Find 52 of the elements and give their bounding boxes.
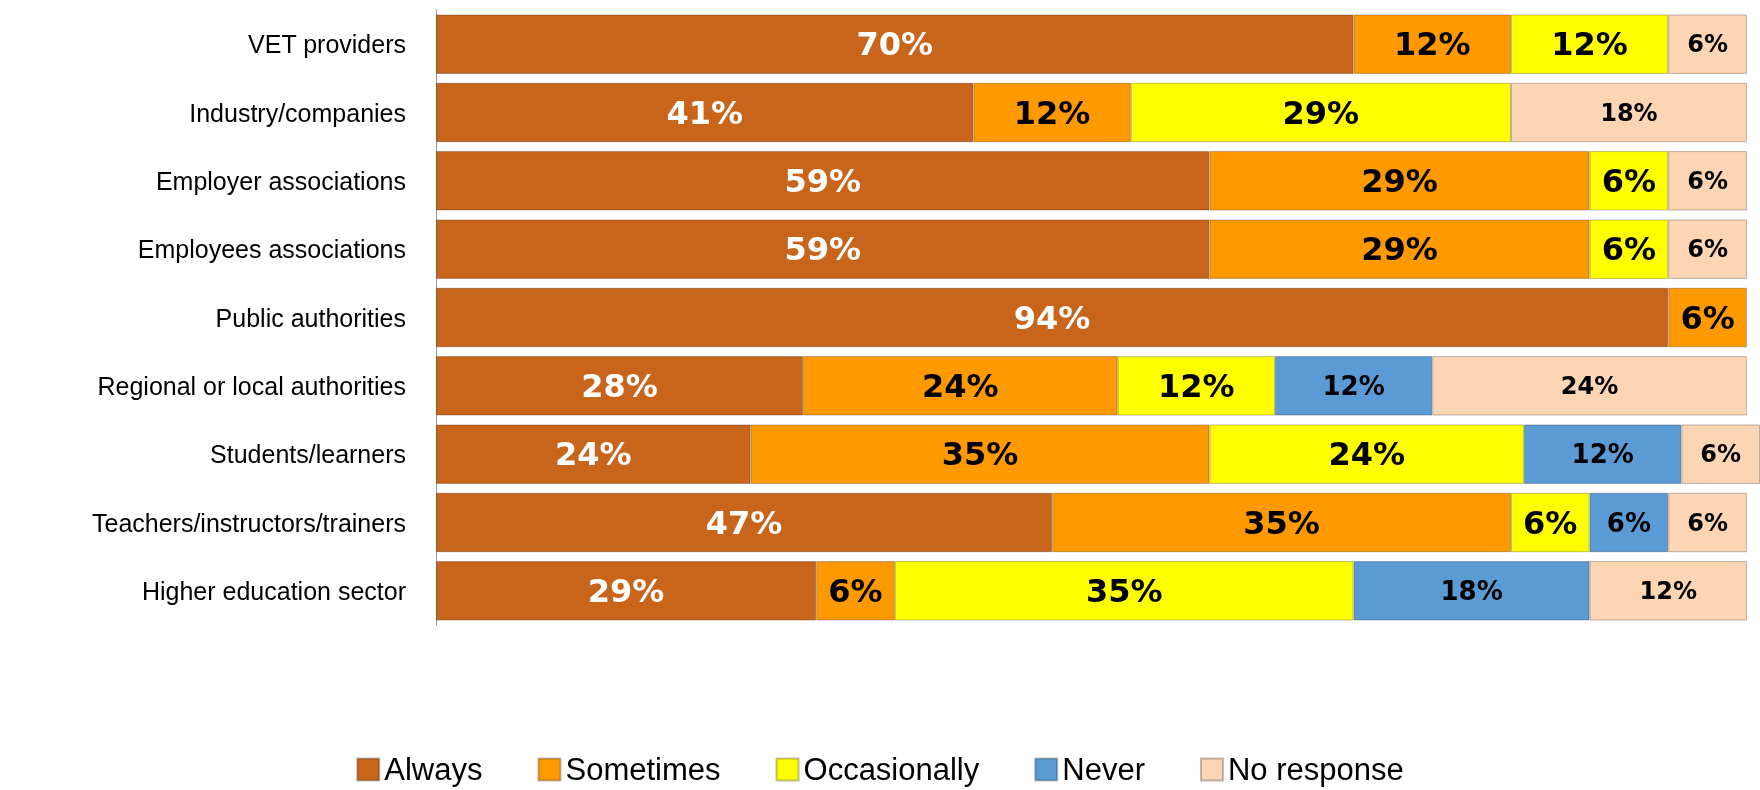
data-label: 12% xyxy=(1322,370,1385,401)
y-tick-label: Regional or local authorities xyxy=(97,371,406,400)
legend-label: Never xyxy=(1062,752,1145,787)
data-label: 6% xyxy=(1687,166,1728,195)
data-label: 12% xyxy=(1158,366,1235,405)
data-label: 59% xyxy=(784,161,862,200)
data-label: 59% xyxy=(784,230,862,269)
data-label: 12% xyxy=(1013,93,1091,132)
data-label: 35% xyxy=(1085,571,1163,610)
y-tick-label: Industry/companies xyxy=(189,98,406,127)
data-label: 18% xyxy=(1600,98,1658,127)
data-label: 29% xyxy=(1282,93,1360,132)
y-tick-label: Employer associations xyxy=(155,166,406,195)
data-label: 94% xyxy=(1013,298,1091,337)
y-tick-label: Employees associations xyxy=(137,235,406,264)
legend-label: Always xyxy=(384,752,483,787)
data-label: 24% xyxy=(1328,435,1406,474)
data-label: 6% xyxy=(828,571,883,610)
data-label: 24% xyxy=(555,435,632,474)
data-label: 24% xyxy=(1560,371,1619,400)
data-label: 28% xyxy=(581,366,658,405)
data-label: 24% xyxy=(922,366,999,405)
legend-label: No response xyxy=(1227,752,1404,787)
y-tick-label: VET providers xyxy=(248,30,406,59)
data-label: 29% xyxy=(1361,161,1438,200)
data-label: 29% xyxy=(1361,230,1438,269)
data-label: 70% xyxy=(856,25,934,64)
y-tick-label: Students/learners xyxy=(210,440,406,469)
data-label: 6% xyxy=(1680,298,1735,337)
data-label: 18% xyxy=(1440,575,1503,606)
data-label: 35% xyxy=(1243,503,1320,542)
data-label: 6% xyxy=(1700,440,1742,469)
data-label: 6% xyxy=(1687,508,1728,537)
data-label: 47% xyxy=(705,503,783,542)
data-label: 6% xyxy=(1523,503,1578,542)
y-tick-label: Higher education sector xyxy=(141,576,406,605)
data-label: 29% xyxy=(587,571,665,610)
data-label: 12% xyxy=(1551,25,1628,64)
data-label: 12% xyxy=(1639,576,1697,605)
data-label: 6% xyxy=(1601,161,1657,200)
data-label: 12% xyxy=(1393,25,1471,64)
y-tick-label: Public authorities xyxy=(215,303,406,332)
data-label: 35% xyxy=(941,435,1019,474)
data-label: 6% xyxy=(1606,507,1651,538)
y-tick-label: Teachers/instructors/trainers xyxy=(91,508,406,537)
data-label: 6% xyxy=(1601,230,1657,269)
data-label: 6% xyxy=(1687,30,1728,59)
data-label: 6% xyxy=(1687,235,1728,264)
legend-label: Sometimes xyxy=(565,752,721,787)
legend-label: Occasionally xyxy=(803,752,980,787)
data-label: 12% xyxy=(1571,439,1634,470)
data-label: 41% xyxy=(666,93,744,132)
